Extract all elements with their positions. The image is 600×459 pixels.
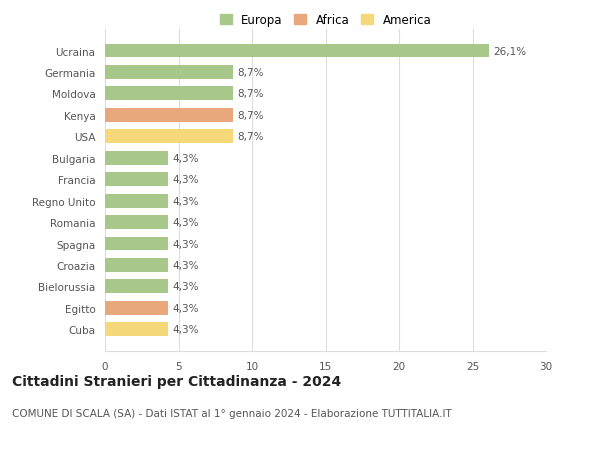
- Bar: [105, 66, 233, 80]
- Text: 8,7%: 8,7%: [238, 89, 264, 99]
- Legend: Europa, Africa, America: Europa, Africa, America: [217, 11, 434, 29]
- Bar: [105, 45, 488, 58]
- Text: COMUNE DI SCALA (SA) - Dati ISTAT al 1° gennaio 2024 - Elaborazione TUTTITALIA.I: COMUNE DI SCALA (SA) - Dati ISTAT al 1° …: [12, 408, 452, 418]
- Text: 4,3%: 4,3%: [173, 175, 199, 185]
- Bar: [105, 237, 168, 251]
- Text: 4,3%: 4,3%: [173, 260, 199, 270]
- Text: 4,3%: 4,3%: [173, 325, 199, 335]
- Text: Cittadini Stranieri per Cittadinanza - 2024: Cittadini Stranieri per Cittadinanza - 2…: [12, 374, 341, 388]
- Text: 4,3%: 4,3%: [173, 282, 199, 292]
- Text: 4,3%: 4,3%: [173, 196, 199, 206]
- Bar: [105, 258, 168, 272]
- Text: 4,3%: 4,3%: [173, 303, 199, 313]
- Bar: [105, 323, 168, 336]
- Bar: [105, 173, 168, 187]
- Text: 8,7%: 8,7%: [238, 132, 264, 142]
- Text: 8,7%: 8,7%: [238, 111, 264, 121]
- Text: 4,3%: 4,3%: [173, 239, 199, 249]
- Text: 4,3%: 4,3%: [173, 153, 199, 163]
- Bar: [105, 194, 168, 208]
- Bar: [105, 216, 168, 230]
- Bar: [105, 151, 168, 165]
- Text: 8,7%: 8,7%: [238, 68, 264, 78]
- Text: 4,3%: 4,3%: [173, 218, 199, 228]
- Bar: [105, 280, 168, 294]
- Bar: [105, 109, 233, 123]
- Bar: [105, 130, 233, 144]
- Bar: [105, 301, 168, 315]
- Bar: [105, 87, 233, 101]
- Text: 26,1%: 26,1%: [493, 46, 526, 56]
